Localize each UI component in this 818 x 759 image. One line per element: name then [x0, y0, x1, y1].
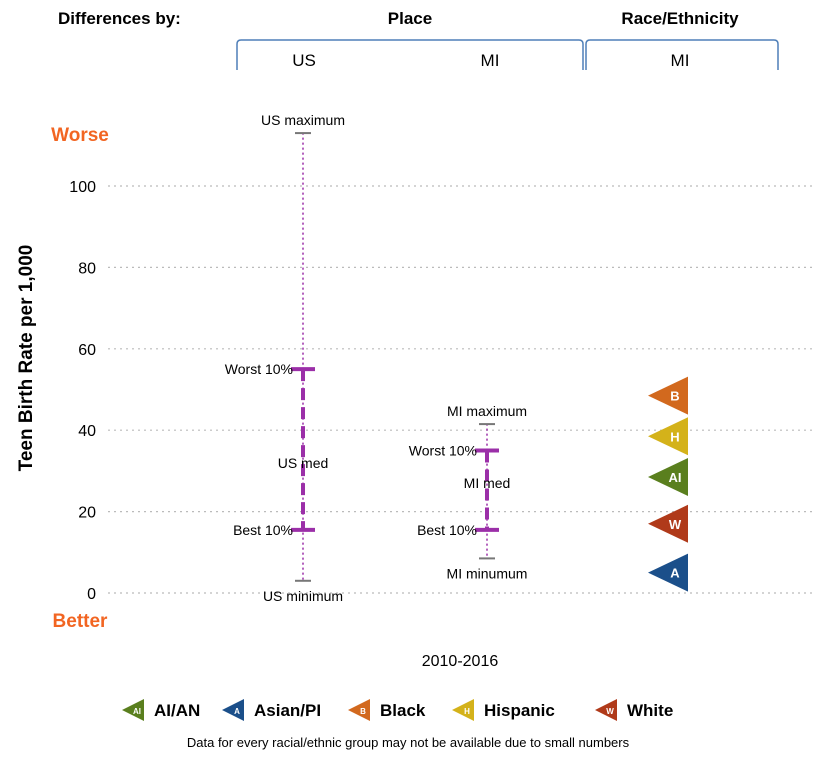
race-triangle — [648, 417, 688, 456]
legend-triangle — [348, 699, 370, 721]
y-tick-label: 80 — [78, 260, 96, 277]
column-mi: MI — [481, 51, 500, 70]
race-marker-white: W — [648, 504, 688, 543]
legend-label: White — [627, 701, 673, 720]
race-markers: B H AI W A — [648, 376, 688, 592]
worst10-label: Worst 10% — [409, 443, 477, 459]
legend-item-asian-pi: A Asian/PI — [222, 699, 321, 721]
place-header: Place — [388, 9, 432, 28]
legend: AI AI/AN A Asian/PI B Black H Hispanic W White — [122, 699, 673, 721]
y-tick-label: 40 — [78, 423, 96, 440]
race-marker-asian-pi: A — [648, 553, 688, 592]
legend-item-black: B Black — [348, 699, 426, 721]
place-bracket — [236, 39, 584, 70]
legend-abbr: H — [464, 707, 470, 716]
legend-label: Asian/PI — [254, 701, 321, 720]
min-label: MI minumum — [447, 565, 528, 581]
race-abbr: A — [670, 566, 680, 581]
legend-abbr: AI — [133, 707, 141, 716]
median-label: US med — [278, 455, 329, 471]
race-triangle — [648, 458, 688, 497]
race-bracket — [585, 39, 779, 70]
legend-triangle — [595, 699, 617, 721]
legend-abbr: A — [234, 707, 240, 716]
race-abbr: AI — [669, 470, 682, 485]
y-tick-labels: 0 20 40 60 80 100 — [69, 179, 96, 603]
worse-label: Worse — [51, 125, 109, 146]
range-us: US maximum Worst 10% US med Best 10% US mini… — [225, 112, 345, 604]
legend-abbr: B — [360, 707, 366, 716]
race-abbr: H — [670, 429, 679, 444]
y-axis-label: Teen Birth Rate per 1,000 — [16, 245, 37, 472]
y-tick-label: 100 — [69, 179, 96, 196]
race-marker-ai-an: AI — [648, 458, 688, 497]
min-label: US minimum — [263, 588, 343, 604]
legend-triangle — [222, 699, 244, 721]
differences-by-label: Differences by: — [58, 9, 181, 28]
race-marker-hispanic: H — [648, 417, 688, 456]
race-abbr: B — [670, 389, 679, 404]
legend-triangle — [122, 699, 144, 721]
max-label: US maximum — [261, 112, 345, 128]
place-ranges: US maximum Worst 10% US med Best 10% US mini… — [225, 112, 528, 604]
legend-label: Hispanic — [484, 701, 555, 720]
x-axis-label: 2010-2016 — [422, 653, 499, 670]
better-label: Better — [53, 611, 109, 632]
legend-label: AI/AN — [154, 701, 200, 720]
race-triangle — [648, 504, 688, 543]
legend-item-ai-an: AI AI/AN — [122, 699, 200, 721]
best10-label: Best 10% — [233, 522, 293, 538]
legend-item-hispanic: H Hispanic — [452, 699, 555, 721]
race-triangle — [648, 376, 688, 415]
column-race-mi: MI — [671, 51, 690, 70]
y-tick-label: 20 — [78, 505, 96, 522]
median-label: MI med — [464, 475, 511, 491]
legend-triangle — [452, 699, 474, 721]
legend-abbr: W — [606, 707, 614, 716]
y-tick-label: 0 — [87, 586, 96, 603]
max-label: MI maximum — [447, 403, 527, 419]
column-us: US — [292, 51, 316, 70]
y-tick-label: 60 — [78, 342, 96, 359]
legend-item-white: W White — [595, 699, 673, 721]
range-mi: MI maximum Worst 10% MI med Best 10% MI minu… — [409, 403, 528, 581]
race-ethnicity-header: Race/Ethnicity — [621, 9, 739, 28]
best10-label: Best 10% — [417, 522, 477, 538]
footnote: Data for every racial/ethnic group may n… — [187, 735, 630, 750]
race-marker-black: B — [648, 376, 688, 415]
race-triangle — [648, 553, 688, 592]
race-abbr: W — [669, 517, 682, 532]
legend-label: Black — [380, 701, 426, 720]
worst10-label: Worst 10% — [225, 361, 293, 377]
